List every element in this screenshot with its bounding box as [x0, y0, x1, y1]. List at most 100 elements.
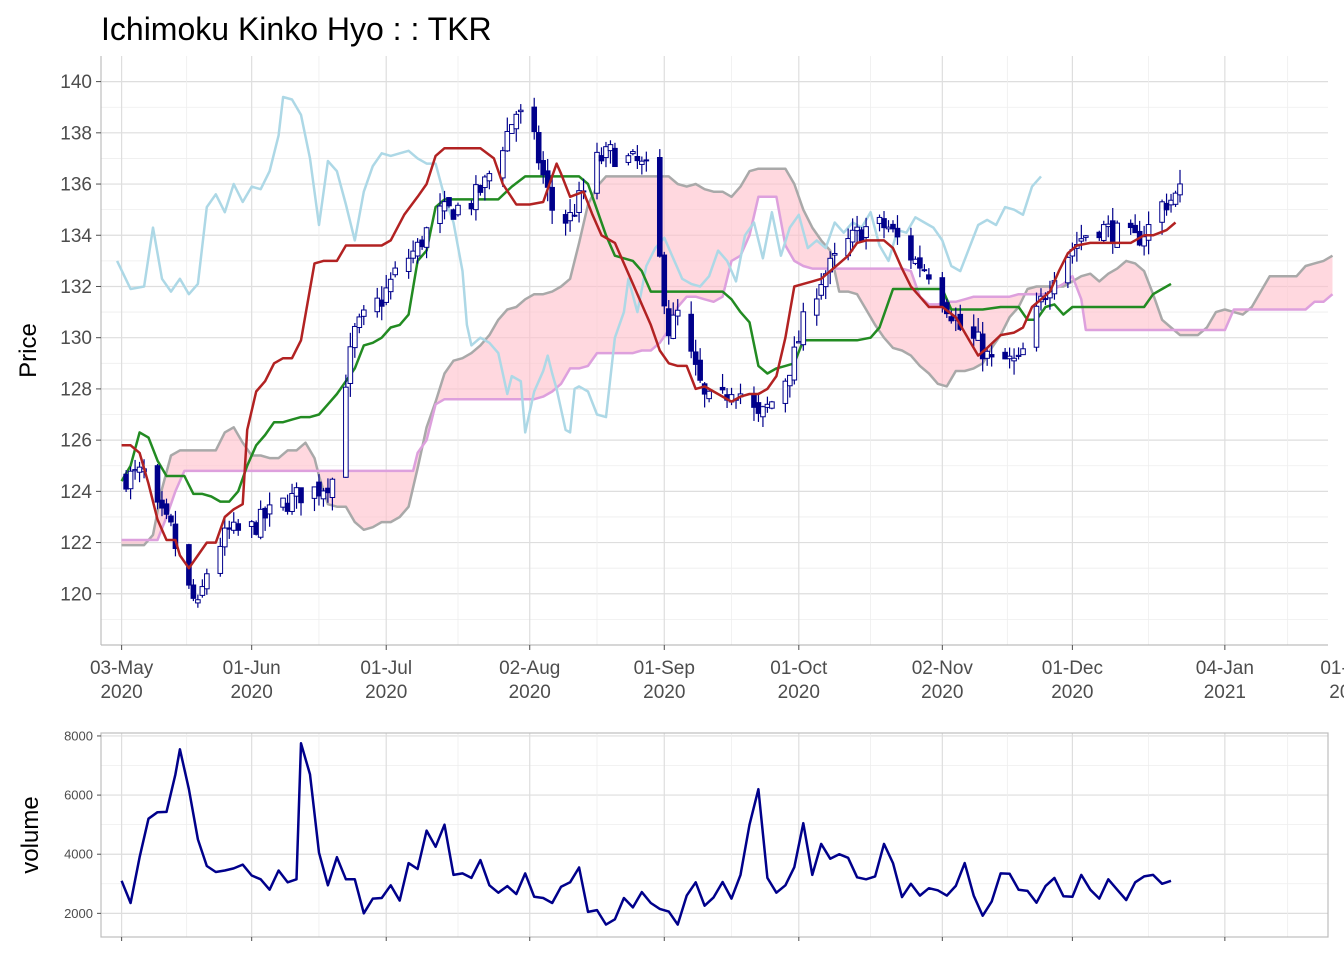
candle-body — [419, 239, 425, 248]
candle-body — [885, 226, 892, 230]
tenkan-sen-line — [121, 146, 1177, 570]
x-tick-label: 2020 — [509, 682, 551, 703]
candle-body — [1127, 222, 1134, 229]
candle-body — [266, 504, 273, 515]
candle-body — [450, 209, 457, 220]
candle-body — [1100, 224, 1107, 241]
candle-body — [508, 124, 515, 134]
y-tick-label: 128 — [60, 379, 92, 400]
y-tick-label: 126 — [60, 431, 92, 452]
candle-body — [423, 227, 430, 248]
candle-body — [172, 523, 179, 549]
volume-panel-grid — [101, 733, 1328, 937]
volume-line — [120, 742, 1172, 926]
candle-body — [437, 205, 443, 224]
candle-body — [513, 113, 520, 130]
candle-body — [800, 311, 807, 346]
candle-body — [917, 257, 923, 269]
candle-body — [217, 545, 224, 574]
candle-body — [289, 492, 295, 512]
candle-body — [921, 269, 928, 272]
candle-body — [455, 204, 461, 216]
senkou-span-b-line — [121, 167, 1334, 547]
candle-body — [979, 333, 986, 360]
x-tick-label: 2020 — [778, 682, 820, 703]
price-panel-grid — [101, 56, 1328, 645]
y-tick-label: 6000 — [64, 788, 93, 803]
candle-body — [1159, 201, 1165, 223]
candle-body — [831, 252, 838, 256]
candle-body — [293, 487, 300, 497]
candle-body — [405, 257, 412, 272]
x-tick-label: 01-Feb — [1320, 658, 1344, 679]
candle-body — [634, 155, 641, 162]
candle-body — [706, 390, 712, 400]
volume-panel-border — [100, 732, 1329, 938]
x-tick-label: 2020 — [921, 682, 963, 703]
candle-body — [854, 226, 860, 232]
candle-body — [858, 229, 865, 242]
candle-body — [343, 386, 349, 478]
candle-body — [881, 218, 887, 229]
candle-body — [813, 298, 820, 316]
candle-body — [607, 144, 614, 152]
y-tick-label: 8000 — [64, 728, 93, 743]
candle-body — [504, 131, 511, 152]
candle-body — [230, 521, 237, 531]
candle-body — [298, 487, 304, 504]
candle-body — [356, 316, 363, 329]
candle-body — [625, 155, 632, 163]
candle-body — [674, 309, 681, 317]
candle-body — [576, 190, 582, 213]
x-tick-label: 04-Jan — [1196, 658, 1254, 679]
price-axis-label: Price — [15, 323, 42, 378]
candle-body — [199, 586, 206, 596]
candle-body — [782, 380, 789, 404]
price-candles — [123, 97, 1183, 608]
x-tick-label: 02-Aug — [499, 658, 560, 679]
candle-body — [347, 346, 354, 384]
candle-body — [661, 254, 668, 307]
candle-body — [320, 490, 327, 500]
candle-body — [876, 216, 883, 224]
ichimoku-cloud — [121, 168, 1333, 546]
price-panel-axes: 120 122 124 126 128 130 132 134 136 138 140 03-May 2… — [60, 56, 1344, 703]
candle-body — [818, 284, 825, 296]
candle-body — [908, 235, 914, 261]
candle-body — [571, 214, 578, 217]
candle-body — [540, 160, 546, 176]
candle-body — [603, 146, 609, 159]
candle-body — [468, 203, 475, 210]
candle-body — [535, 132, 542, 164]
volume-panel-axes: 2000 4000 6000 8000 — [64, 728, 1329, 941]
candle-body — [1042, 298, 1049, 301]
candle-body — [948, 316, 955, 322]
candle-body — [863, 226, 869, 238]
candle-body — [1002, 351, 1008, 360]
candle-body — [697, 359, 703, 381]
volume-axis-label: volume — [17, 796, 44, 873]
candle-body — [791, 346, 798, 381]
candle-body — [764, 403, 771, 408]
candle-body — [482, 176, 488, 189]
candle-body — [1006, 355, 1013, 360]
candle-body — [477, 184, 484, 193]
x-tick-label: 02-Nov — [912, 658, 974, 679]
candle-body — [890, 223, 896, 230]
candle-body — [849, 229, 856, 243]
x-tick-label: 03-May — [90, 658, 154, 679]
candle-body — [446, 197, 452, 207]
candle-body — [639, 160, 645, 165]
x-tick-label: 2020 — [231, 682, 273, 703]
candle-body — [643, 159, 650, 162]
candle-body — [670, 314, 677, 339]
candle-body — [1078, 238, 1085, 242]
candle-body — [500, 150, 506, 179]
candle-body — [132, 469, 138, 472]
x-tick-label: 2020 — [100, 682, 142, 703]
y-tick-label: 134 — [60, 226, 92, 247]
chart-title: Ichimoku Kinko Hyo : : TKR — [101, 11, 492, 47]
candle-body — [235, 523, 242, 531]
candle-body — [136, 466, 143, 473]
candle-body — [316, 481, 322, 497]
